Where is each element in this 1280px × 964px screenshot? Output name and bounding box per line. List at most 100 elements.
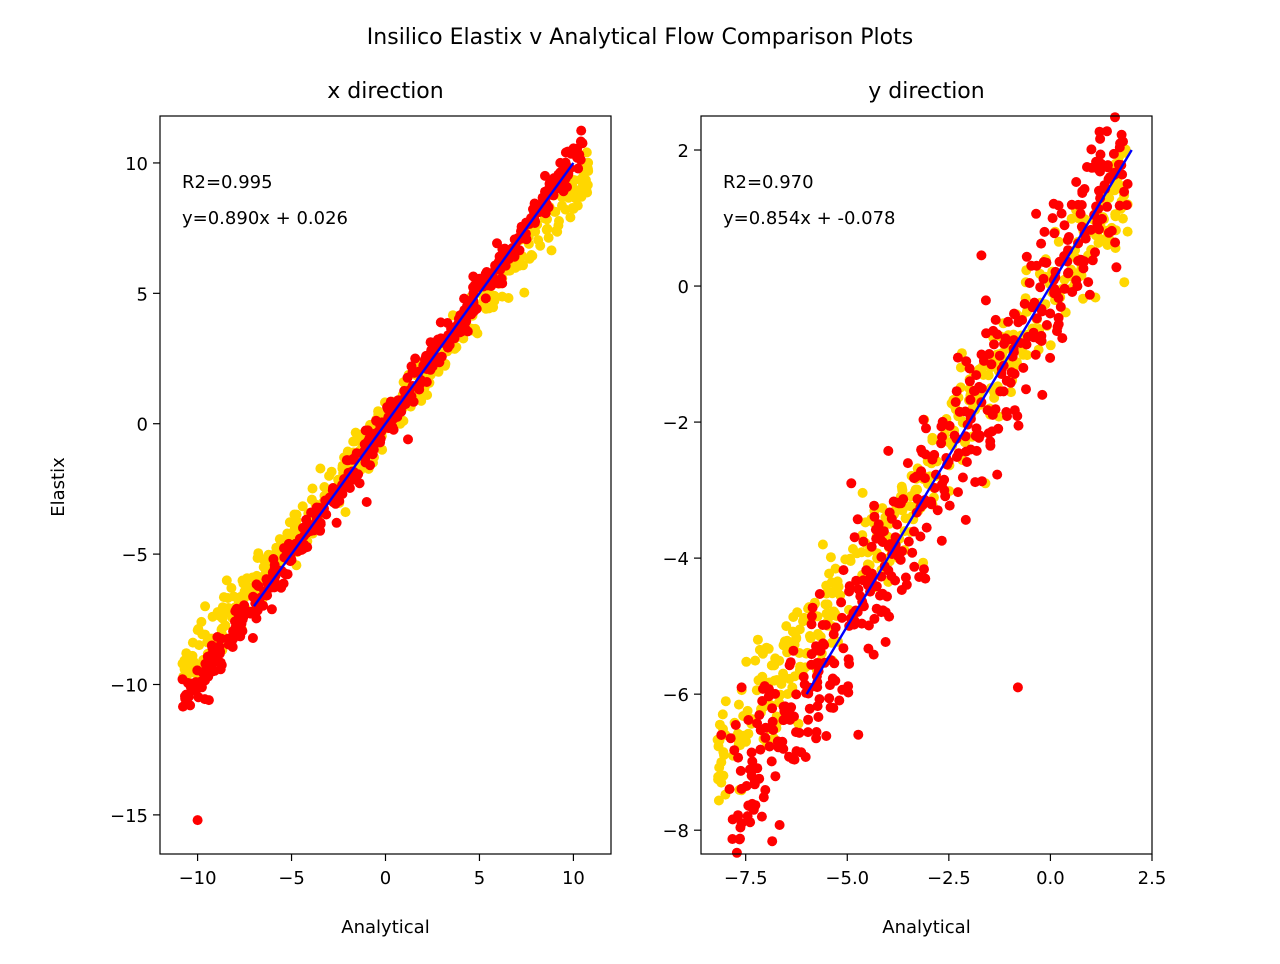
- y-direction-equation-annotation: y=0.854x + -0.078: [723, 208, 895, 229]
- y-direction-yellow-point: [910, 486, 921, 497]
- y-direction-red-point: [876, 607, 887, 618]
- y-direction-red-point: [1057, 333, 1068, 344]
- y-direction-red-point: [814, 589, 825, 599]
- x-direction-red-point: [278, 578, 289, 589]
- y-direction-red-point: [970, 477, 981, 488]
- y-direction-red-point: [777, 736, 788, 747]
- y-direction-red-point: [1051, 287, 1062, 297]
- y-direction-red-point: [919, 564, 929, 575]
- x-direction-yellow-point: [258, 554, 269, 565]
- y-direction-red-point: [1038, 273, 1049, 284]
- x-direction-red-point: [354, 478, 365, 489]
- y-direction-red-point: [760, 732, 771, 743]
- y-direction-yellow-point: [983, 370, 994, 381]
- x-direction-red-point: [306, 507, 317, 518]
- x-direction-yellow-point: [581, 147, 592, 158]
- y-direction-red-point: [1122, 179, 1133, 189]
- x-direction-yellow-point: [565, 212, 576, 223]
- y-direction-yellow-point: [1006, 387, 1016, 398]
- y-direction-red-point: [1094, 126, 1105, 137]
- y-direction-x-tick-label: −5.0: [825, 868, 869, 889]
- y-direction-red-point: [961, 356, 972, 367]
- y-direction-red-point: [1077, 186, 1088, 197]
- y-direction-red-point: [824, 693, 835, 704]
- x-direction-red-point: [573, 163, 584, 174]
- y-direction-red-point: [876, 552, 887, 562]
- y-direction-yellow-point: [713, 741, 724, 752]
- x-direction-red-point: [334, 496, 345, 506]
- y-direction-red-point: [892, 519, 903, 530]
- x-direction-red-point: [467, 307, 478, 318]
- y-direction-red-point: [767, 703, 778, 714]
- y-direction-red-point: [768, 725, 779, 735]
- y-direction-red-point: [903, 536, 914, 547]
- y-direction-xlabel: Analytical: [882, 917, 970, 938]
- x-direction-red-point: [239, 600, 250, 611]
- y-direction-red-point: [806, 611, 817, 622]
- x-direction-ylabel: Elastix: [48, 457, 69, 517]
- y-direction-fit: [805, 149, 1133, 695]
- y-direction-red-point: [743, 715, 754, 725]
- y-direction-red-point: [971, 370, 982, 381]
- y-direction-red-point: [960, 514, 971, 525]
- x-direction-red-point: [247, 633, 258, 643]
- y-direction-red-point: [896, 585, 907, 595]
- y-direction-red-point: [806, 649, 817, 660]
- y-direction-red-point: [994, 350, 1005, 361]
- y-direction-yellow-point: [752, 634, 763, 645]
- y-direction-red-point: [734, 834, 745, 845]
- y-direction-r2-annotation: R2=0.970: [723, 172, 814, 193]
- y-direction-red-point: [851, 575, 862, 586]
- y-direction-red-point: [937, 479, 947, 490]
- y-direction-red-point: [767, 716, 778, 727]
- y-direction-red-point: [756, 811, 767, 822]
- y-direction-yellow-point: [733, 699, 744, 710]
- y-direction-red-point: [813, 712, 824, 722]
- y-direction-y-ticks: −8 −6 −4 −2 0 2: [662, 141, 701, 842]
- x-direction-y-ticks: −15 −10 −5 0 5 10: [110, 154, 160, 827]
- x-direction-x-tick-label: −10: [179, 868, 217, 889]
- x-direction-xlabel: Analytical: [341, 917, 429, 938]
- y-direction-red-point: [1049, 228, 1060, 239]
- x-direction-yellow-point: [315, 463, 326, 474]
- y-direction-red-point: [1045, 352, 1056, 363]
- x-direction-x-tick-label: −5: [278, 868, 305, 889]
- x-direction-red-point: [421, 377, 432, 387]
- y-direction-red-point: [749, 779, 760, 790]
- y-direction-red-point: [953, 487, 963, 498]
- y-direction-red-point: [828, 702, 839, 713]
- y-direction-red-point: [733, 810, 743, 821]
- y-direction-yellow-point: [821, 608, 832, 619]
- y-direction-red-point: [921, 522, 932, 533]
- y-direction-red-point: [819, 640, 830, 650]
- y-direction-red-point: [843, 654, 854, 665]
- y-direction-red-point: [812, 701, 823, 712]
- x-direction-red-point: [228, 626, 239, 637]
- y-direction-red-point: [1095, 133, 1106, 144]
- y-direction-red-point: [788, 645, 799, 656]
- y-direction-red-point: [791, 727, 801, 738]
- x-direction-x-tick-label: 10: [562, 868, 585, 889]
- y-direction-red-point: [807, 602, 818, 613]
- y-direction-red-point: [915, 531, 926, 542]
- x-direction-equation-annotation: y=0.890x + 0.026: [182, 208, 348, 229]
- y-direction-red-point: [936, 535, 947, 546]
- x-direction-yellow-point: [181, 648, 192, 659]
- y-direction-red-point: [1009, 368, 1020, 379]
- x-direction-r2-annotation: R2=0.995: [182, 172, 273, 193]
- y-direction-red-point: [999, 338, 1009, 349]
- x-direction-red-point: [200, 675, 210, 686]
- x-direction-yellow-point: [200, 601, 211, 612]
- x-direction-red-point: [313, 502, 324, 513]
- x-direction-red-point: [410, 353, 421, 364]
- y-direction-red-point: [787, 754, 798, 765]
- y-direction-red-point: [869, 511, 880, 522]
- y-direction-yellow-point: [743, 728, 754, 739]
- y-direction-red-point: [916, 466, 927, 477]
- x-direction-yellow-point: [518, 260, 528, 271]
- y-direction-yellow-point: [820, 599, 831, 610]
- x-direction-yellow-point: [324, 470, 335, 481]
- y-direction-red-point: [878, 526, 889, 537]
- y-direction-yellow-point: [717, 709, 728, 720]
